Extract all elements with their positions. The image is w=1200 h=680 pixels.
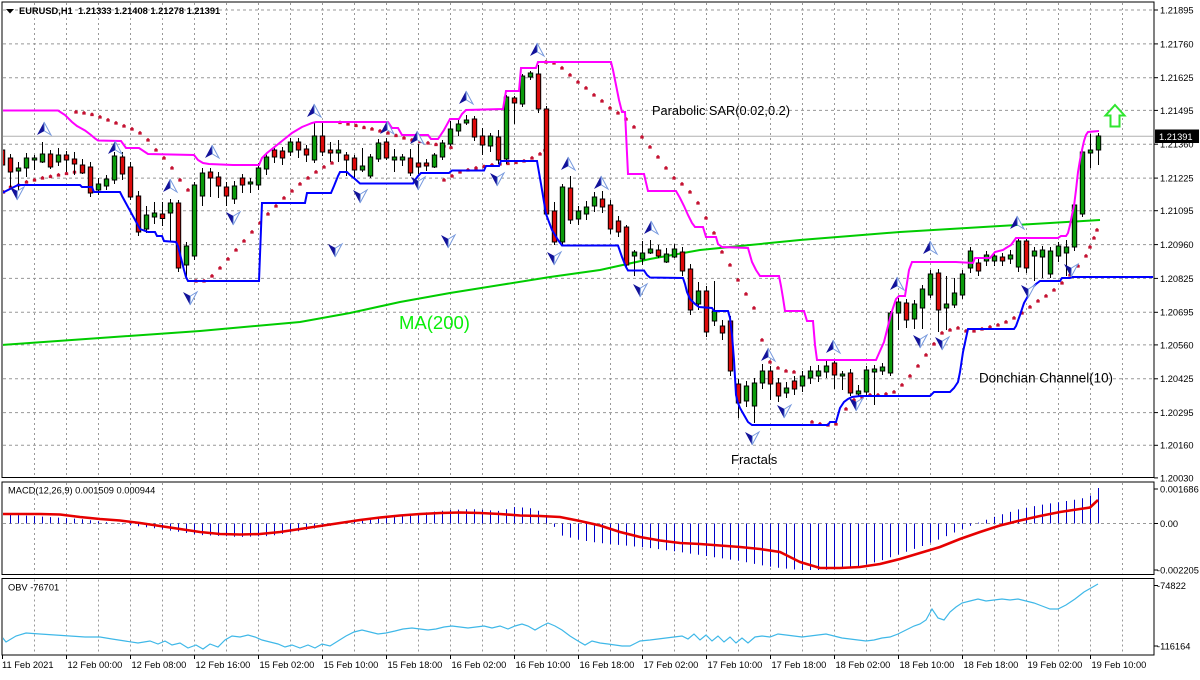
svg-text:OBV -76701: OBV -76701: [8, 583, 59, 593]
svg-text:Donchian Channel(10): Donchian Channel(10): [979, 371, 1113, 386]
svg-text:1.20295: 1.20295: [1160, 408, 1194, 418]
svg-text:-0.002205: -0.002205: [1157, 565, 1199, 575]
svg-text:MA(200): MA(200): [399, 312, 470, 333]
svg-text:15 Feb 02:00: 15 Feb 02:00: [260, 660, 315, 670]
svg-text:1.21391: 1.21391: [1159, 132, 1193, 142]
svg-text:1.20030: 1.20030: [1160, 473, 1194, 483]
svg-text:12 Feb 00:00: 12 Feb 00:00: [68, 660, 123, 670]
svg-text:Fractals: Fractals: [731, 452, 778, 467]
svg-text:Parabolic SAR(0.02,0.2): Parabolic SAR(0.02,0.2): [652, 103, 790, 118]
svg-text:16 Feb 02:00: 16 Feb 02:00: [452, 660, 507, 670]
svg-text:EURUSD,H1: EURUSD,H1: [19, 6, 73, 16]
svg-text:19 Feb 02:00: 19 Feb 02:00: [1028, 660, 1083, 670]
svg-text:18 Feb 02:00: 18 Feb 02:00: [836, 660, 891, 670]
svg-text:18 Feb 10:00: 18 Feb 10:00: [900, 660, 955, 670]
svg-text:15 Feb 10:00: 15 Feb 10:00: [324, 660, 379, 670]
svg-text:-116164: -116164: [1157, 641, 1190, 651]
svg-text:1.20695: 1.20695: [1160, 308, 1194, 318]
svg-text:-74822: -74822: [1157, 581, 1186, 591]
svg-text:1.20160: 1.20160: [1160, 441, 1194, 451]
svg-text:1.21333 1.21408 1.21278 1.2139: 1.21333 1.21408 1.21278 1.21391: [78, 6, 220, 16]
svg-text:12 Feb 08:00: 12 Feb 08:00: [132, 660, 187, 670]
svg-text:19 Feb 10:00: 19 Feb 10:00: [1092, 660, 1147, 670]
svg-text:17 Feb 02:00: 17 Feb 02:00: [644, 660, 699, 670]
svg-text:16 Feb 10:00: 16 Feb 10:00: [516, 660, 571, 670]
svg-text:1.20960: 1.20960: [1160, 240, 1194, 250]
svg-text:1.21495: 1.21495: [1160, 106, 1194, 116]
svg-text:1.21760: 1.21760: [1160, 39, 1194, 49]
svg-text:0.001686: 0.001686: [1160, 484, 1199, 494]
svg-text:1.20425: 1.20425: [1160, 374, 1194, 384]
svg-text:MACD(12,26,9) 0.001509 0.00094: MACD(12,26,9) 0.001509 0.000944: [8, 486, 155, 496]
svg-text:17 Feb 10:00: 17 Feb 10:00: [708, 660, 763, 670]
svg-text:11 Feb 2021: 11 Feb 2021: [2, 660, 54, 670]
svg-text:1.20560: 1.20560: [1160, 340, 1194, 350]
svg-text:16 Feb 18:00: 16 Feb 18:00: [580, 660, 635, 670]
svg-text:1.21095: 1.21095: [1160, 206, 1194, 216]
svg-text:1.20825: 1.20825: [1160, 274, 1194, 284]
svg-text:15 Feb 18:00: 15 Feb 18:00: [388, 660, 443, 670]
svg-text:1.21360: 1.21360: [1160, 140, 1194, 150]
svg-text:1.21625: 1.21625: [1160, 73, 1194, 83]
svg-text:12 Feb 16:00: 12 Feb 16:00: [196, 660, 251, 670]
svg-text:1.21895: 1.21895: [1160, 5, 1194, 15]
svg-text:0.00: 0.00: [1160, 519, 1178, 529]
svg-text:18 Feb 18:00: 18 Feb 18:00: [964, 660, 1019, 670]
svg-text:17 Feb 18:00: 17 Feb 18:00: [772, 660, 827, 670]
svg-text:1.21225: 1.21225: [1160, 174, 1194, 184]
